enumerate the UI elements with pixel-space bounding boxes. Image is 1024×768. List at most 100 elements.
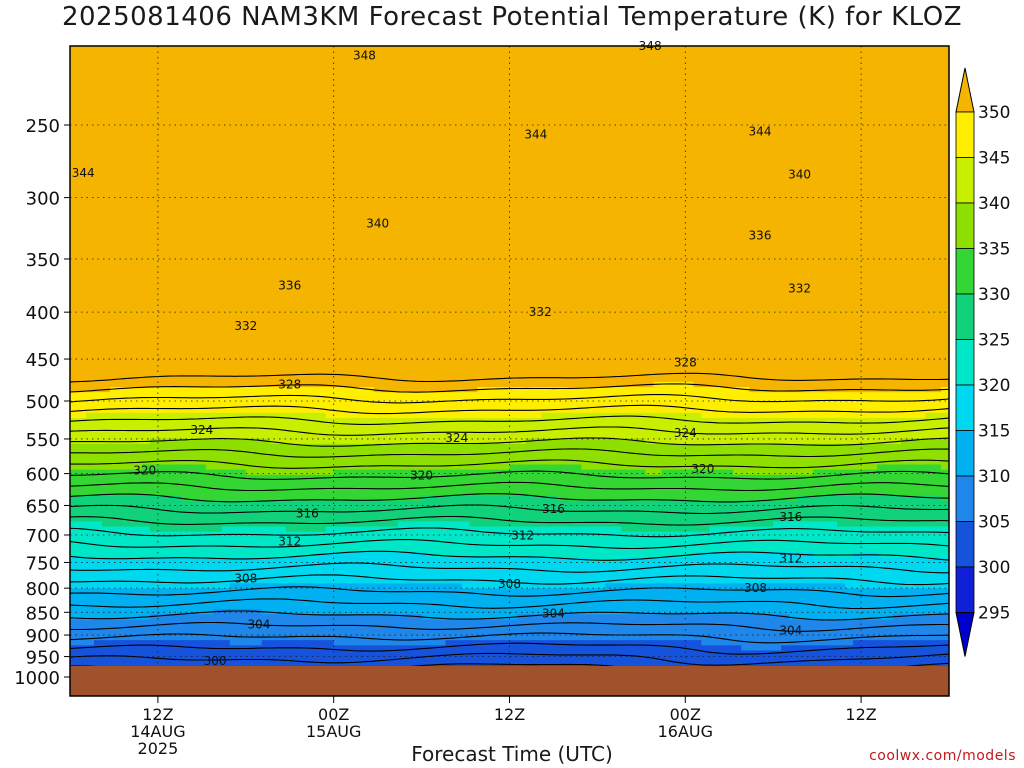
temperature-cell [837, 521, 949, 528]
isentrope-line [70, 470, 949, 480]
temperature-cell [221, 526, 287, 533]
temperature-cell [70, 180, 949, 187]
temperature-cell [213, 609, 263, 615]
temperature-cell [621, 526, 710, 533]
temperature-cell [70, 485, 949, 491]
colorbar-label: 350 [978, 103, 1010, 123]
temperature-cell [70, 536, 949, 543]
contour-label-text: 308 [234, 572, 257, 586]
isentrope-line [70, 493, 949, 503]
temperature-cell [477, 387, 750, 393]
temperature-cell [853, 640, 949, 646]
y-tick-label: 800 [26, 579, 60, 600]
isentrope-line [70, 621, 949, 632]
temperature-cell [661, 469, 734, 476]
colorbar-label: 300 [978, 558, 1010, 578]
temperature-cell [70, 521, 103, 528]
temperature-cell [70, 614, 151, 621]
x-tick-label: 15AUG [306, 722, 361, 741]
colorbar-label: 335 [978, 240, 1010, 260]
contour-label: 344 [72, 166, 95, 180]
temperature-cell [70, 314, 949, 321]
temperature-cell [70, 464, 143, 471]
temperature-cell [70, 133, 949, 140]
y-axis: 2503003504004505005506006507007508008509… [14, 116, 70, 689]
isentrope-line [70, 383, 949, 393]
temperature-cell [205, 464, 511, 471]
temperature-cell [709, 526, 949, 533]
temperature-cell [70, 190, 949, 197]
y-tick-label: 700 [26, 526, 60, 547]
temperature-cell [525, 438, 646, 445]
contour-label: 340 [366, 216, 389, 230]
contour-label-text: 348 [353, 49, 376, 63]
temperature-cell [517, 614, 790, 621]
y-tick-label: 900 [26, 626, 60, 647]
temperature-cell [70, 46, 949, 52]
temperature-cell [733, 469, 814, 476]
contour-label-text: 344 [72, 166, 95, 180]
y-tick-label: 450 [26, 350, 60, 371]
temperature-cell [653, 381, 694, 388]
contour-label: 324 [445, 431, 468, 445]
y-tick-label: 600 [26, 465, 60, 486]
temperature-cell [70, 469, 247, 476]
temperature-cell [317, 552, 431, 559]
temperature-cell [70, 604, 949, 610]
isentrope-line [70, 504, 949, 515]
contour-label: 336 [278, 278, 301, 292]
temperature-cell [461, 583, 606, 590]
temperature-cell [877, 464, 942, 471]
temperature-cell [693, 552, 814, 559]
temperature-cell [325, 526, 622, 533]
temperature-cell [70, 376, 949, 383]
temperature-cell [70, 221, 949, 228]
x-tick-label: 14AUG [130, 722, 185, 741]
temperature-cell [70, 92, 949, 99]
temperature-cell [70, 195, 949, 202]
temperature-cell [70, 273, 949, 280]
contour-label: 308 [744, 581, 767, 595]
isentrope-line [70, 574, 949, 586]
temperature-cell [70, 108, 949, 114]
contour-label-text: 332 [234, 319, 257, 333]
temperature-cell [797, 495, 942, 502]
contour-label: 308 [498, 577, 521, 591]
temperature-cell [70, 283, 949, 290]
contour-label: 316 [296, 506, 319, 520]
y-tick-label: 250 [26, 116, 60, 137]
contour-label-text: 316 [779, 510, 802, 524]
temperature-cell [70, 185, 949, 192]
temperature-cell [445, 640, 702, 646]
isentrope-line [70, 632, 949, 644]
isentrope-line [70, 642, 949, 655]
contour-label: 332 [234, 319, 257, 333]
contour-label-text: 300 [204, 654, 227, 668]
contour-label: 332 [788, 282, 811, 296]
temperature-cell [581, 464, 878, 471]
colorbar-arrow-bottom [955, 612, 975, 657]
x-tick-label: 2025 [138, 739, 179, 758]
contour-label-text: 320 [133, 463, 156, 477]
temperature-cell [70, 567, 949, 574]
contour-label-text: 324 [674, 426, 697, 440]
temperature-cell [469, 521, 774, 528]
temperature-cell [509, 464, 583, 471]
temperature-cell [373, 387, 479, 393]
isentrope-line [70, 539, 949, 550]
contour-label-text: 320 [691, 462, 714, 476]
colorbar-label: 325 [978, 331, 1010, 351]
contour-label-text: 336 [749, 229, 772, 243]
temperature-cell [70, 97, 949, 104]
contour-label-text: 344 [524, 127, 547, 141]
temperature-cell [70, 113, 949, 119]
y-tick-label: 950 [26, 648, 60, 669]
x-tick-label: 12Z [142, 705, 173, 724]
colorbar-arrow-top [955, 67, 975, 113]
temperature-cell [70, 392, 949, 398]
contour-label-text: 332 [788, 282, 811, 296]
temperature-cell [261, 640, 335, 646]
temperature-cell [70, 619, 949, 626]
